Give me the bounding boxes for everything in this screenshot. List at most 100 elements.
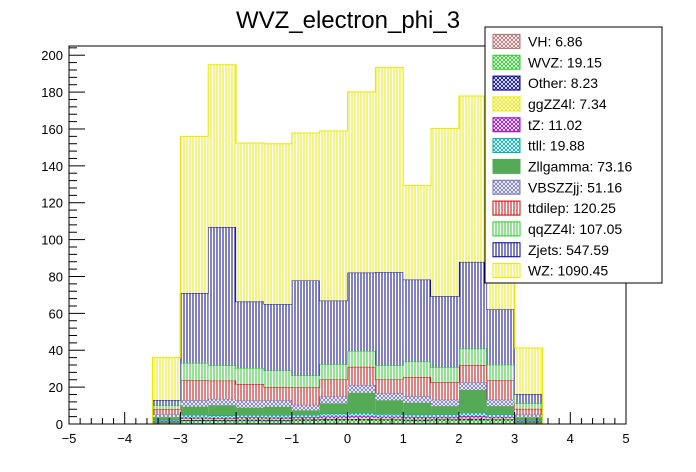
series-6 <box>152 389 543 424</box>
bar <box>486 364 515 381</box>
bar <box>514 414 543 418</box>
bar <box>514 394 543 404</box>
bar <box>431 399 459 407</box>
bar <box>375 393 404 401</box>
bar <box>208 398 237 406</box>
bar <box>347 416 376 418</box>
legend-label: WVZ: 19.15 <box>528 54 602 70</box>
legend-label: Zjets: 547.59 <box>528 242 609 258</box>
bar <box>263 400 292 407</box>
legend-label: VH: 6.86 <box>528 33 583 49</box>
bar <box>431 414 459 417</box>
legend-label: ttdilep: 120.25 <box>528 200 616 216</box>
legend-swatch <box>492 158 521 174</box>
bar <box>319 420 348 424</box>
bar <box>291 414 320 418</box>
bar <box>458 417 487 419</box>
bar <box>347 417 376 420</box>
bar <box>458 348 487 365</box>
bar <box>291 375 320 388</box>
bar <box>152 417 181 420</box>
bar <box>347 413 376 417</box>
bar <box>458 416 487 418</box>
y-tick-label: 20 <box>49 380 63 395</box>
x-tick-label: −4 <box>117 431 132 446</box>
bar <box>180 363 209 381</box>
bar <box>180 380 209 401</box>
legend-swatch <box>492 200 521 216</box>
axes-layer: −5 −4 −3 −2 −1 0 1 2 3 4 5 0 20 40 60 80 100 120 140 160 180… <box>41 47 630 446</box>
bar <box>263 143 292 305</box>
legend-swatch <box>492 96 521 112</box>
bar <box>431 296 459 368</box>
legend-swatch <box>492 117 521 133</box>
bars-layer <box>152 64 543 425</box>
x-tick-label: 5 <box>622 431 629 446</box>
bar <box>375 379 404 394</box>
legend-swatch <box>492 54 521 70</box>
bar <box>319 396 348 404</box>
bar <box>291 410 320 415</box>
legend-swatch <box>492 33 521 49</box>
bar <box>458 261 487 349</box>
bar <box>291 280 320 376</box>
bar <box>403 376 432 397</box>
bar <box>263 415 292 418</box>
bar <box>458 382 487 390</box>
bar <box>486 399 515 407</box>
bar <box>431 416 459 419</box>
bar <box>458 412 487 417</box>
legend-swatch <box>492 75 521 91</box>
bar <box>291 420 320 424</box>
bar <box>458 95 487 262</box>
bar <box>458 389 487 413</box>
bar <box>319 413 348 417</box>
bar <box>375 272 404 366</box>
bar <box>347 91 376 273</box>
bar <box>263 370 292 388</box>
bar <box>347 272 376 351</box>
bar <box>180 414 209 418</box>
legend-entry: ggZZ4l: 7.34 <box>492 96 607 112</box>
bar <box>486 419 515 421</box>
x-tick-label: 1 <box>400 431 407 446</box>
bar <box>319 419 348 421</box>
legend-label: WZ: 1090.45 <box>528 263 608 279</box>
bar <box>263 406 292 416</box>
legend-entry: Other: 8.23 <box>492 75 598 91</box>
x-tick-label: 3 <box>511 431 518 446</box>
legend-entry: Zllgamma: 73.16 <box>492 158 632 174</box>
bar <box>375 400 404 415</box>
legend-entry: ttll: 19.88 <box>492 138 585 154</box>
y-tick-label: 0 <box>56 417 63 432</box>
bar <box>514 417 543 421</box>
legend-swatch <box>492 221 521 237</box>
legend-entry: ttdilep: 120.25 <box>492 200 616 216</box>
bar <box>236 383 264 401</box>
legend-entry: qqZZ4l: 107.05 <box>492 221 622 237</box>
bar <box>431 128 459 297</box>
bar <box>208 405 237 416</box>
bar <box>291 133 320 281</box>
legend-label: ttll: 19.88 <box>528 138 585 154</box>
bar <box>152 400 181 406</box>
bar <box>486 414 515 417</box>
bar <box>180 400 209 407</box>
bar <box>403 185 432 280</box>
series-10 <box>152 226 543 424</box>
legend-label: ggZZ4l: 7.34 <box>528 96 607 112</box>
bar <box>180 420 209 424</box>
legend-entry: VBSZZjj: 51.16 <box>492 179 622 195</box>
legend-entry: WVZ: 19.15 <box>492 54 602 70</box>
bar <box>514 403 543 409</box>
x-tick-label: −2 <box>229 431 244 446</box>
bar <box>486 416 515 419</box>
bar <box>208 365 237 381</box>
bar <box>291 387 320 405</box>
bar <box>403 414 432 418</box>
bar <box>263 417 292 420</box>
bar <box>403 419 432 421</box>
y-tick-label: 100 <box>41 233 63 248</box>
bar <box>347 366 376 386</box>
y-tick-label: 60 <box>49 306 63 321</box>
